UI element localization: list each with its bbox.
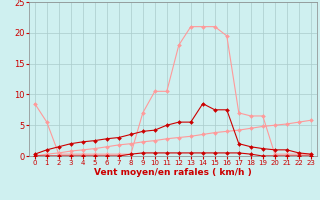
- X-axis label: Vent moyen/en rafales ( km/h ): Vent moyen/en rafales ( km/h ): [94, 168, 252, 177]
